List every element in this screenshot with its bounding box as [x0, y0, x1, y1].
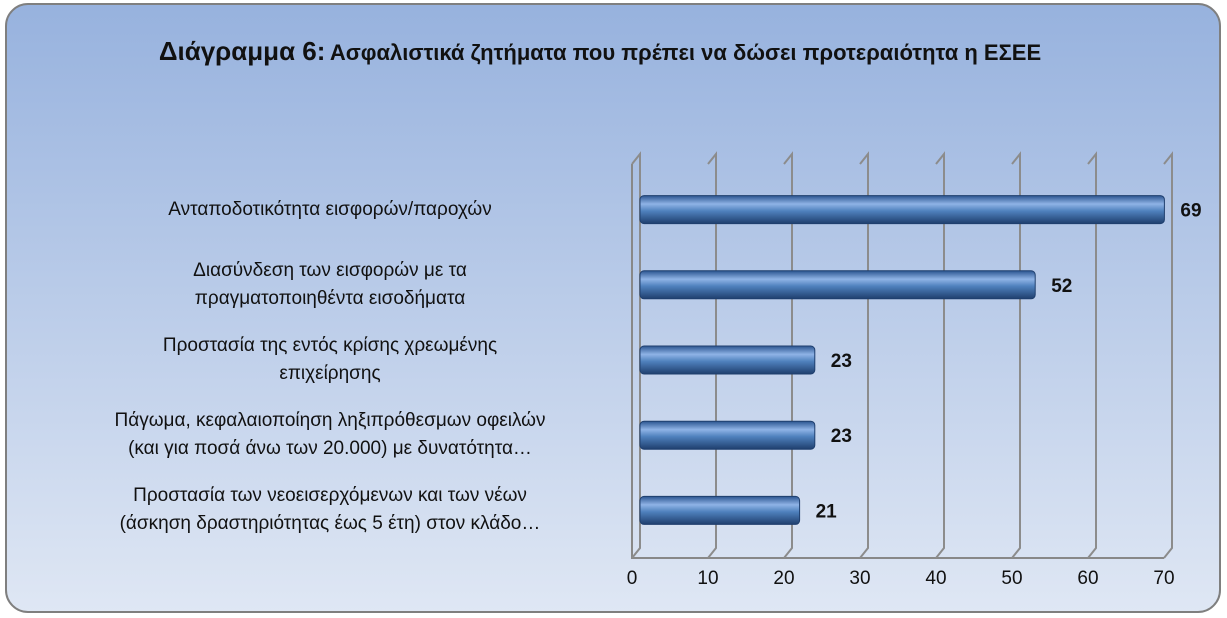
label-line: (άσκηση δραστηριότητας έως 5 έτη) στον κ…: [119, 513, 541, 535]
x-tick-label: 50: [1001, 568, 1022, 589]
chart-title: Διάγραμμα 6: Ασφαλιστικά ζητήματα που πρ…: [150, 36, 1050, 70]
value-label: 23: [831, 426, 852, 447]
x-tick-label: 40: [925, 568, 946, 589]
x-tick-label: 0: [627, 568, 638, 589]
y-tick-label: Διασύνδεση των εισφορών με τα πραγματοποι…: [20, 257, 640, 313]
label-line: Προστασία της εντός κρίσης χρεωμένης: [162, 335, 498, 356]
bar: [639, 195, 1165, 225]
title-part: Διάγραμμα 6:: [158, 36, 326, 66]
label-line: πραγματοποιηθέντα εισοδήματα: [194, 287, 466, 309]
grid-line: [859, 151, 869, 559]
chart-background: [5, 3, 1221, 613]
label-line: επιχείρησης: [279, 363, 381, 384]
x-tick-label: 60: [1077, 568, 1098, 589]
bar: [639, 495, 801, 525]
y-tick-label: Πάγωμα, κεφαλαιοποίηση ληξιπρόθεσμων οφε…: [20, 407, 640, 463]
label-line: Ανταποδοτικότητα εισφορών/παροχών: [168, 198, 492, 220]
bar: [639, 270, 1036, 300]
label-line: Πάγωμα, κεφαλαιοποίηση ληξιπρόθεσμων οφε…: [114, 410, 546, 432]
bar: [639, 420, 816, 450]
value-label: 52: [1051, 276, 1072, 297]
x-tick-label: 30: [849, 568, 870, 589]
value-label: 69: [1180, 201, 1201, 222]
grid-line: [1163, 151, 1173, 559]
label-line: Διασύνδεση των εισφορών με τα: [193, 259, 467, 281]
grid-line: [1011, 151, 1021, 559]
value-label: 21: [816, 501, 838, 522]
x-tick-label: 10: [697, 568, 718, 589]
label-line: (και για ποσά άνω των 20.000) με δυνατότ…: [128, 438, 532, 460]
label-line: Προστασία των νεοεισερχόμενων και των νέ…: [133, 485, 527, 507]
y-tick-label: Ανταποδοτικότητα εισφορών/παροχών: [20, 196, 640, 224]
y-tick-label: Προστασία της εντός κρίσης χρεωμένης επιχ…: [20, 332, 640, 388]
y-tick-label: Προστασία των νεοεισερχόμενων και των νέ…: [20, 482, 640, 538]
grid-line: [1087, 151, 1097, 559]
x-tick-label: 70: [1153, 568, 1174, 589]
value-label: 23: [831, 351, 852, 372]
bar: [639, 345, 816, 375]
title-part: Ασφαλιστικά ζητήματα που πρέπει να δώσει…: [329, 40, 1042, 65]
grid-line: [935, 151, 945, 559]
x-tick-label: 20: [773, 568, 794, 589]
